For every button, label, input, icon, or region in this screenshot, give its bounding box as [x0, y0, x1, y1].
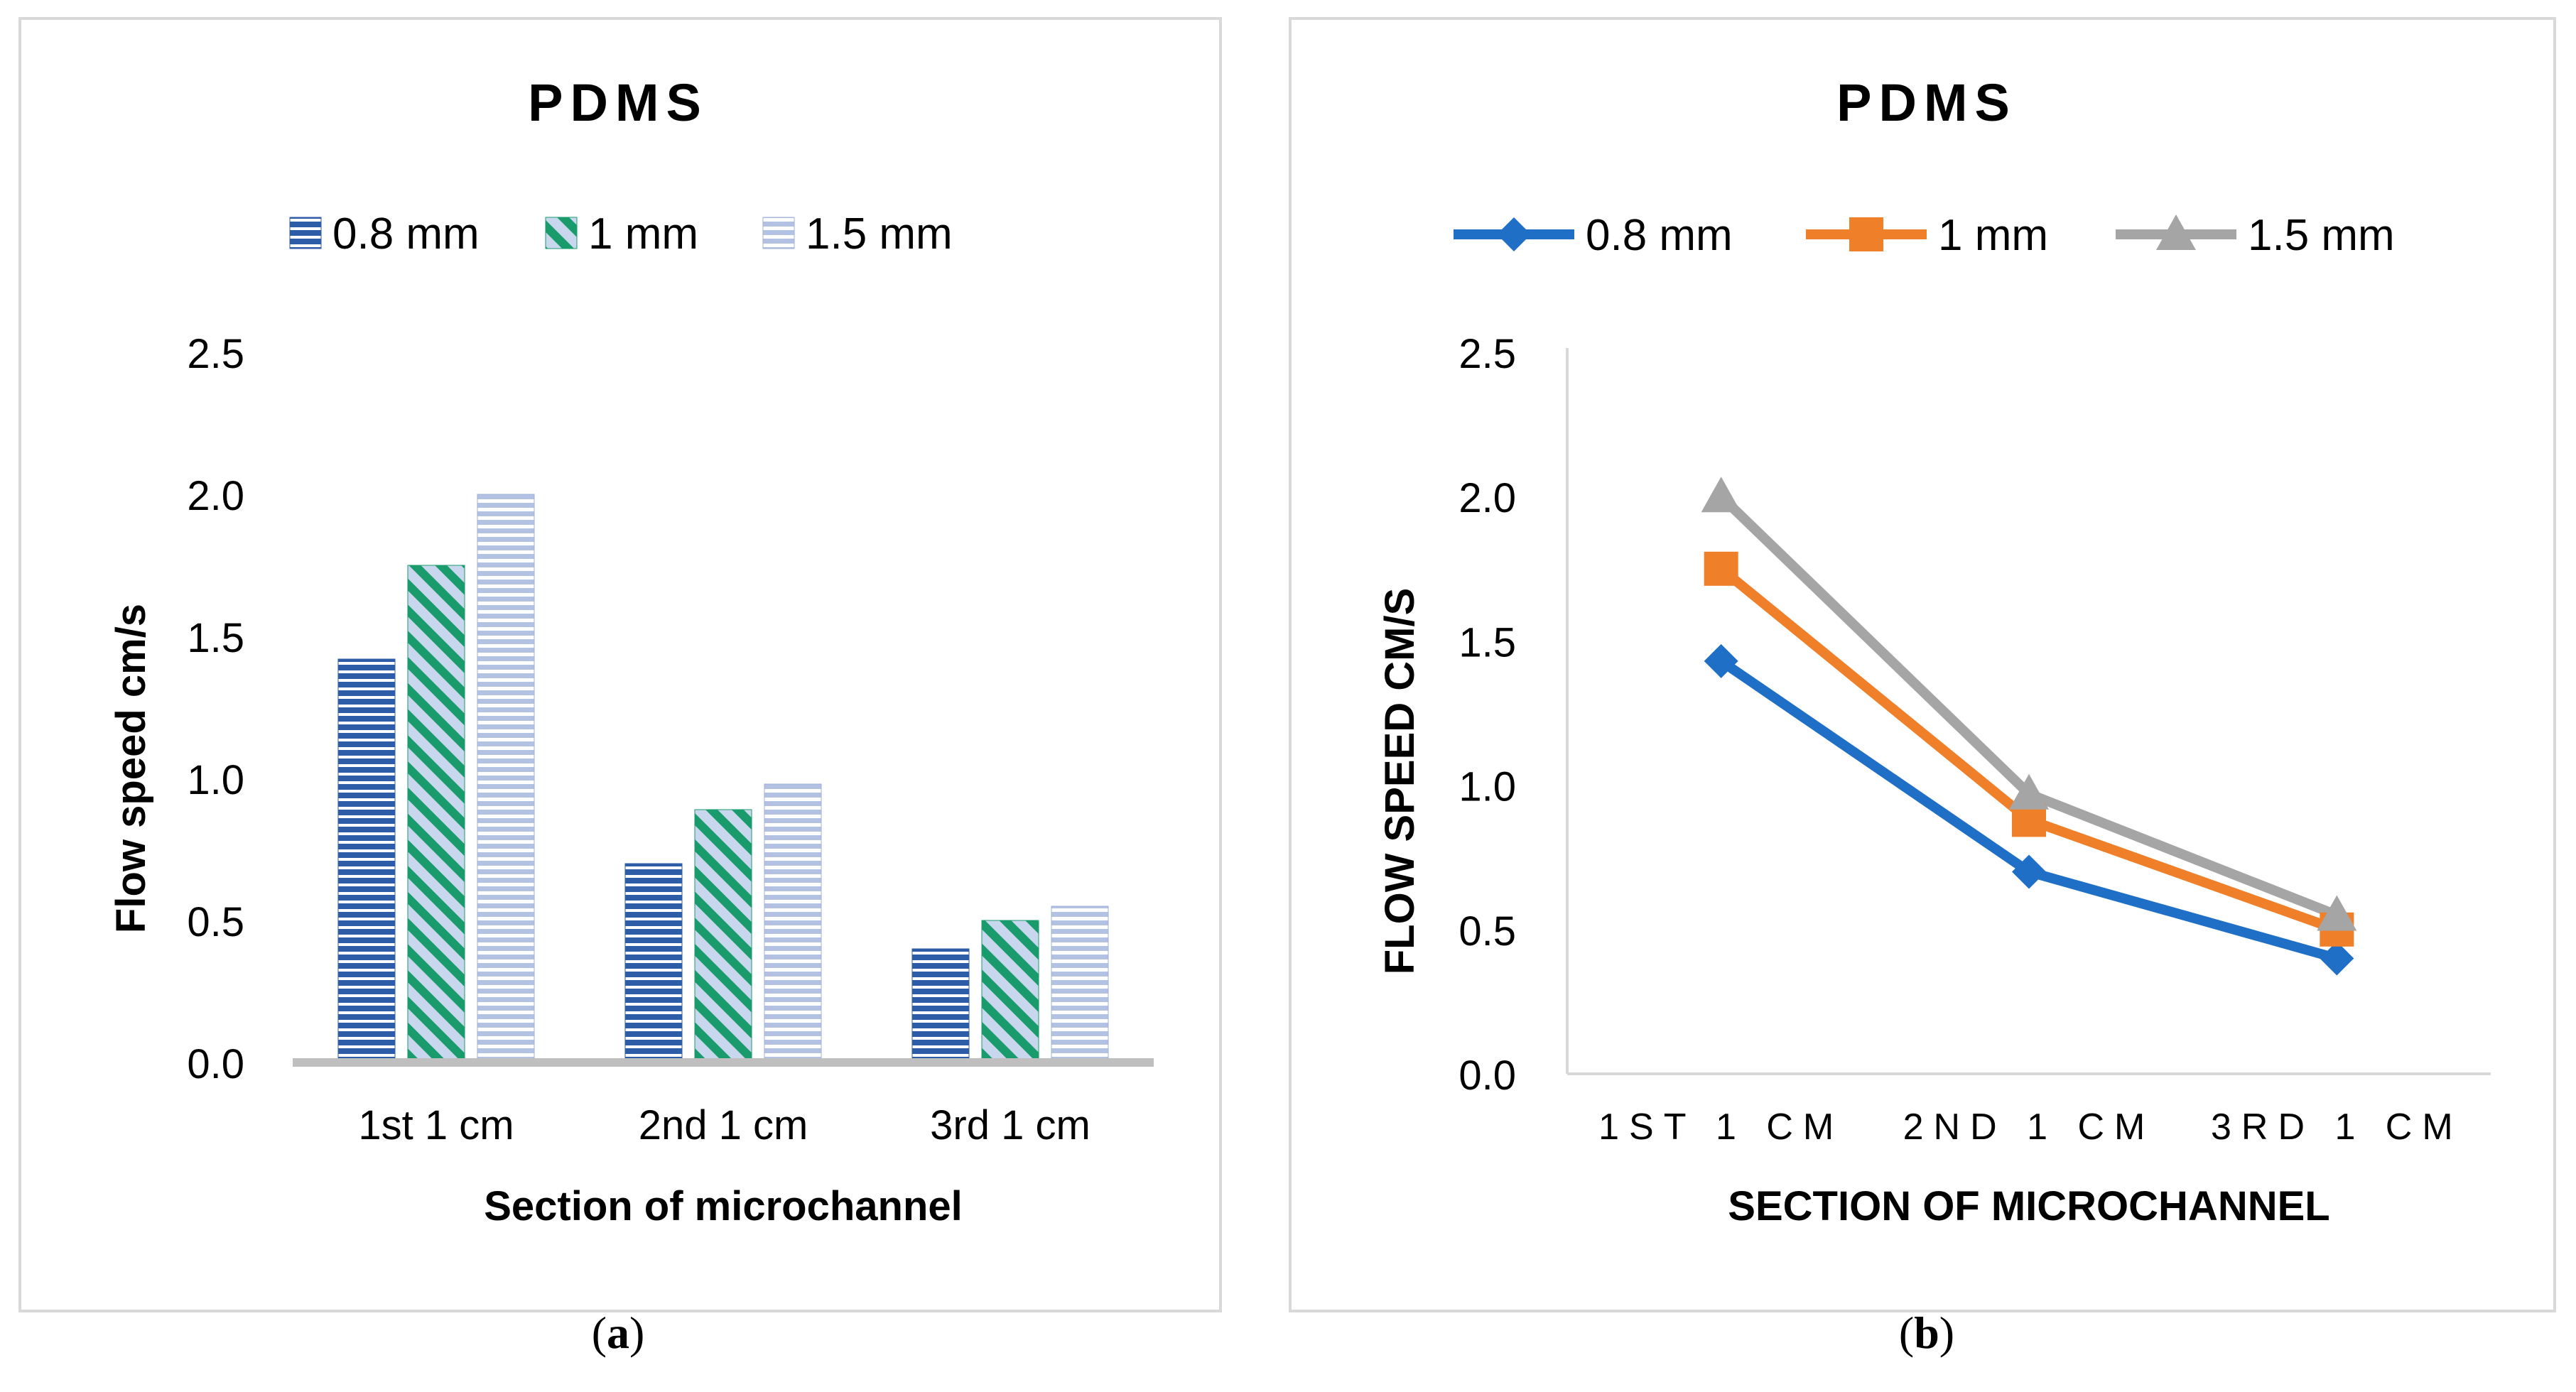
- x-tick-label: 2ND 1 CM: [1903, 1106, 2155, 1148]
- bar-1mm-3: [981, 920, 1039, 1063]
- panel-a-frame: [18, 17, 1222, 1312]
- point-1mm-1: [1704, 551, 1738, 586]
- legend-swatch-1.5mm: [762, 217, 795, 249]
- legend-label: 1 mm: [588, 210, 698, 259]
- y-tick-label: 2.0: [1459, 475, 1516, 521]
- legend-marker-0.8mm: [1497, 217, 1531, 251]
- legend-label: 1.5 mm: [806, 210, 953, 259]
- y-tick-label: 2.5: [1459, 331, 1516, 377]
- y-tick-label: 2.0: [187, 473, 244, 519]
- bar-1.5mm-3: [1051, 906, 1109, 1063]
- panel-b-x-ticks: 1ST 1 CM 2ND 1 CM 3RD 1 CM: [1598, 1106, 2463, 1148]
- x-tick-label: 3rd 1 cm: [930, 1102, 1091, 1148]
- legend-marker-1mm: [1849, 217, 1883, 251]
- point-0.8mm-1: [1704, 643, 1738, 678]
- y-tick-label: 2.5: [187, 331, 244, 377]
- x-tick-label: 2nd 1 cm: [639, 1102, 808, 1148]
- bar-0.8mm-3: [911, 948, 970, 1063]
- y-tick-label: 0.0: [187, 1041, 244, 1087]
- panel-a-bars: [337, 494, 1109, 1063]
- panel-b-y-axis-title: FLOW SPEED CM/S: [1377, 588, 1423, 975]
- point-1.5mm-2: [2009, 773, 2049, 810]
- panel-a-y-ticks: 0.0 0.5 1.0 1.5 2.0 2.5: [187, 331, 244, 1087]
- bar-1.5mm-1: [477, 494, 535, 1063]
- point-0.8mm-2: [2012, 854, 2046, 889]
- y-tick-label: 1.5: [187, 615, 244, 661]
- caption-a-letter: a: [607, 1307, 629, 1358]
- panel-a-x-ticks: 1st 1 cm 2nd 1 cm 3rd 1 cm: [358, 1102, 1090, 1148]
- panel-b-x-axis-title: SECTION OF MICROCHANNEL: [1728, 1183, 2329, 1229]
- y-tick-label: 0.0: [1459, 1053, 1516, 1099]
- y-tick-label: 1.0: [1459, 764, 1516, 810]
- panel-b-title: PDMS: [1836, 73, 2017, 132]
- bar-1.5mm-2: [764, 783, 822, 1063]
- y-tick-label: 1.0: [187, 757, 244, 803]
- caption-b: (b): [1898, 1307, 1955, 1358]
- panel-b-legend: 0.8 mm 1 mm 1.5 mm: [1454, 211, 2395, 260]
- legend-label: 0.8 mm: [1586, 211, 1733, 260]
- panel-a-legend: 0.8 mm 1 mm 1.5 mm: [289, 210, 953, 259]
- point-0.8mm-3: [2320, 941, 2354, 976]
- x-tick-label: 1st 1 cm: [358, 1102, 514, 1148]
- y-tick-label: 1.5: [1459, 619, 1516, 665]
- y-tick-label: 0.5: [1459, 908, 1516, 955]
- bar-1mm-2: [694, 809, 752, 1063]
- caption-b-letter: b: [1914, 1307, 1939, 1358]
- panel-a-title: PDMS: [528, 73, 708, 132]
- bar-1mm-1: [407, 565, 465, 1063]
- legend-label: 1 mm: [1938, 211, 2048, 260]
- y-tick-label: 0.5: [187, 899, 244, 945]
- bar-0.8mm-1: [337, 658, 396, 1063]
- caption-a: (a): [591, 1307, 645, 1358]
- legend-swatch-0.8mm: [289, 217, 322, 249]
- panel-b-y-ticks: 0.0 0.5 1.0 1.5 2.0 2.5: [1459, 331, 1516, 1099]
- bar-0.8mm-2: [624, 863, 683, 1063]
- point-1.5mm-1: [1701, 477, 1741, 513]
- legend-label: 1.5 mm: [2248, 211, 2395, 260]
- panel-a-x-axis-title: Section of microchannel: [484, 1183, 963, 1229]
- legend-swatch-1mm: [545, 217, 578, 249]
- panel-a-y-axis-title: Flow speed cm/s: [108, 604, 154, 933]
- legend-marker-1.5mm: [2156, 214, 2196, 250]
- x-tick-label: 1ST 1 CM: [1598, 1106, 1844, 1148]
- panel-b-lines: [1701, 477, 2357, 976]
- x-tick-label: 3RD 1 CM: [2211, 1106, 2463, 1148]
- point-1.5mm-3: [2317, 895, 2357, 931]
- legend-label: 0.8 mm: [332, 210, 480, 259]
